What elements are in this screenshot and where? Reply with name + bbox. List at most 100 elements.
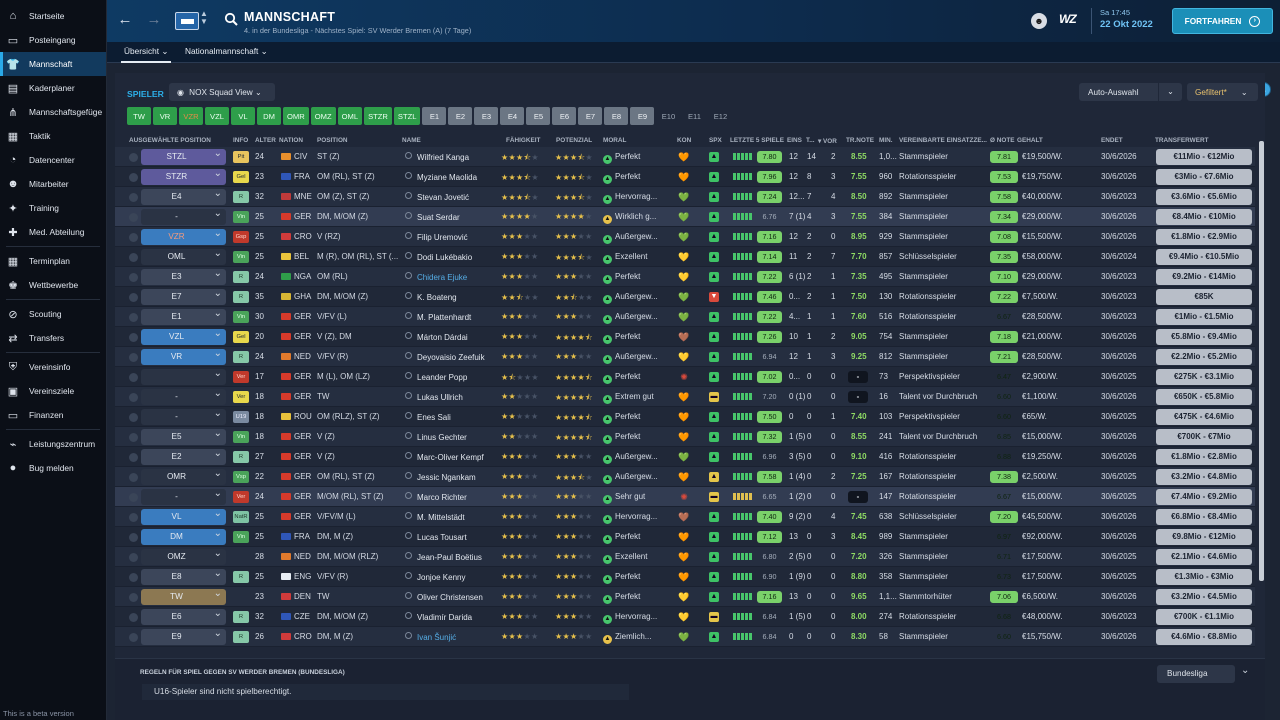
table-row[interactable]: VZR Gsp 25 CRO V (RZ) Filip Uremović ★★★★★ ★★★★… <box>115 227 1255 247</box>
transfer-value-button[interactable]: €1.8Mio - €2.8Mio <box>1156 449 1252 465</box>
select-radio[interactable] <box>129 633 138 642</box>
selected-position-dropdown[interactable]: E3 <box>141 269 226 285</box>
selected-position-dropdown[interactable]: STZR <box>141 169 226 185</box>
player-name[interactable]: Oliver Christensen <box>405 592 497 602</box>
transfer-value-button[interactable]: €1.8Mio - €2.9Mio <box>1156 229 1252 245</box>
col-position[interactable]: POSITION <box>317 137 348 144</box>
selected-position-dropdown[interactable]: VZL <box>141 329 226 345</box>
selected-position-dropdown[interactable]: - <box>141 209 226 225</box>
position-filter-e11[interactable]: E11 <box>687 111 701 121</box>
transfer-value-button[interactable]: €700K - €7Mio <box>1156 429 1252 445</box>
position-filter-e10[interactable]: E10 <box>661 111 676 121</box>
scrollbar[interactable] <box>1259 141 1264 581</box>
transfer-value-button[interactable]: €11Mio - €12Mio <box>1156 149 1252 165</box>
selected-position-dropdown[interactable] <box>141 369 226 385</box>
transfer-value-button[interactable]: €8.4Mio - €10Mio <box>1156 209 1252 225</box>
transfer-value-button[interactable]: €475K - €4.6Mio <box>1156 409 1252 425</box>
select-radio[interactable] <box>129 173 138 182</box>
player-name[interactable]: Ivan Šunjić <box>405 632 497 642</box>
col-avg-rating[interactable]: Ø NOTE <box>990 137 1015 144</box>
selected-position-dropdown[interactable]: E6 <box>141 609 226 625</box>
select-radio[interactable] <box>129 573 138 582</box>
select-radio[interactable] <box>129 553 138 562</box>
view-select[interactable]: ◉ NOX Squad View ⌄ <box>169 83 275 101</box>
player-name[interactable]: Filip Uremović <box>405 232 497 242</box>
sidebar-item-taktik[interactable]: ▦ Taktik <box>0 124 106 148</box>
tab-overview[interactable]: Übersicht ⌄ <box>121 46 172 63</box>
selected-position-dropdown[interactable]: TW <box>141 589 226 605</box>
selected-position-dropdown[interactable]: DM <box>141 529 226 545</box>
position-filter-e8[interactable]: E8 <box>604 107 629 125</box>
col-nation[interactable]: NATION <box>279 137 304 144</box>
selected-position-dropdown[interactable]: E5 <box>141 429 226 445</box>
col-tore[interactable]: T... <box>806 137 815 144</box>
col-age[interactable]: ALTER <box>255 137 276 144</box>
col-training-rating[interactable]: TR.NOTE <box>846 137 875 144</box>
sidebar-item-med-abteilung[interactable]: ✚ Med. Abteilung <box>0 220 106 244</box>
position-filter-vzl[interactable]: VZL <box>205 107 229 125</box>
club-switch-icon[interactable]: ▲ ▼ <box>200 9 208 26</box>
player-name[interactable]: Suat Serdar <box>405 212 497 222</box>
player-name[interactable]: Jonjoe Kenny <box>405 572 497 582</box>
player-name[interactable]: Jessic Ngankam <box>405 472 497 482</box>
sidebar-item-kaderplaner[interactable]: ▤ Kaderplaner <box>0 76 106 100</box>
table-row[interactable]: VL NatR 25 GER V/FV/M (L) M. Mittelstädt ★★★★★… <box>115 507 1255 527</box>
back-arrow-icon[interactable]: ← <box>117 11 133 28</box>
player-name[interactable]: Jean-Paul Boëtius <box>405 552 497 562</box>
sidebar-item-terminplan[interactable]: ▦ Terminplan <box>0 249 106 273</box>
sidebar-item-vereinsziele[interactable]: ▣ Vereinsziele <box>0 379 106 403</box>
selected-position-dropdown[interactable]: - <box>141 409 226 425</box>
col-salary[interactable]: GEHALT <box>1017 137 1043 144</box>
transfer-value-button[interactable]: €6.8Mio - €8.4Mio <box>1156 509 1252 525</box>
position-filter-stzr[interactable]: STZR <box>364 107 392 125</box>
select-radio[interactable] <box>129 153 138 162</box>
chevron-down-icon[interactable]: ⌄ <box>1158 83 1182 101</box>
col-last5[interactable]: LETZTE 5 SPIELE <box>730 137 784 144</box>
transfer-value-button[interactable]: €9.8Mio - €12Mio <box>1156 529 1252 545</box>
select-radio[interactable] <box>129 493 138 502</box>
transfer-value-button[interactable]: €3.6Mio - €5.6Mio <box>1156 189 1252 205</box>
selected-position-dropdown[interactable]: E7 <box>141 289 226 305</box>
table-row[interactable]: -Vin 25 GER DM, M/OM (Z) Suat Serdar ★★★★★ ★★★… <box>115 207 1255 227</box>
filter-select[interactable]: Gefiltert* ⌄ <box>1187 83 1258 101</box>
table-row[interactable]: VR R 24 NED V/FV (R) Deyovaisio Zeefuik ★★★★★ ★… <box>115 347 1255 367</box>
select-radio[interactable] <box>129 353 138 362</box>
continue-button[interactable]: FORTFAHREN › <box>1172 8 1273 34</box>
select-radio[interactable] <box>129 473 138 482</box>
select-radio[interactable] <box>129 273 138 282</box>
table-row[interactable]: Ver 17 GER M (L), OM (LZ) Leander Popp ★⯪★★★ ★… <box>115 367 1255 387</box>
sidebar-item-bug-melden[interactable]: ● Bug melden <box>0 456 106 480</box>
selected-position-dropdown[interactable]: OMZ <box>141 549 226 565</box>
col-transfer-value[interactable]: TRANSFERWERT <box>1155 137 1209 144</box>
col-vor[interactable]: ▾ VOR <box>818 138 837 145</box>
sidebar-item-datencenter[interactable]: ◔ Datencenter <box>0 148 106 172</box>
chevron-down-icon[interactable]: ⌄ <box>1241 665 1250 676</box>
search-icon[interactable] <box>224 12 238 26</box>
sidebar-item-wettbewerbe[interactable]: ♚ Wettbewerbe <box>0 273 106 297</box>
position-filter-vzr[interactable]: VZR <box>179 107 203 125</box>
position-filter-e12[interactable]: E12 <box>713 111 728 121</box>
sidebar-item-finanzen[interactable]: ▭ Finanzen <box>0 403 106 427</box>
table-row[interactable]: E8R25ENGV/FV (R)Jonjoe Kenny★★★★★★★★★★▲P… <box>115 567 1255 587</box>
selected-position-dropdown[interactable]: E8 <box>141 569 226 585</box>
selected-position-dropdown[interactable]: VR <box>141 349 226 365</box>
col-minutes[interactable]: MIN. <box>879 137 893 144</box>
forward-arrow-icon[interactable]: → <box>146 11 162 28</box>
auto-select-button[interactable]: Auto-Auswahl ⌄ <box>1079 83 1182 101</box>
transfer-value-button[interactable]: €4.6Mio - €8.8Mio <box>1156 629 1252 645</box>
sidebar-item-transfers[interactable]: ⇄ Transfers <box>0 326 106 350</box>
select-radio[interactable] <box>129 433 138 442</box>
manager-icon[interactable]: ☻ <box>1031 13 1047 29</box>
player-name[interactable]: Myziane Maolida <box>405 172 497 182</box>
league-select[interactable]: Bundesliga <box>1157 665 1235 683</box>
player-name[interactable]: K. Boateng <box>405 292 497 302</box>
transfer-value-button[interactable]: €3.2Mio - €4.8Mio <box>1156 469 1252 485</box>
transfer-value-button[interactable]: €7.4Mio - €9.2Mio <box>1156 489 1252 505</box>
col-selected-position[interactable]: AUSGEWÄHLTE POSITION <box>129 137 211 144</box>
select-radio[interactable] <box>129 533 138 542</box>
selected-position-dropdown[interactable]: STZL <box>141 149 226 165</box>
position-filter-omr[interactable]: OMR <box>283 107 309 125</box>
select-radio[interactable] <box>129 453 138 462</box>
position-filter-vr[interactable]: VR <box>153 107 177 125</box>
